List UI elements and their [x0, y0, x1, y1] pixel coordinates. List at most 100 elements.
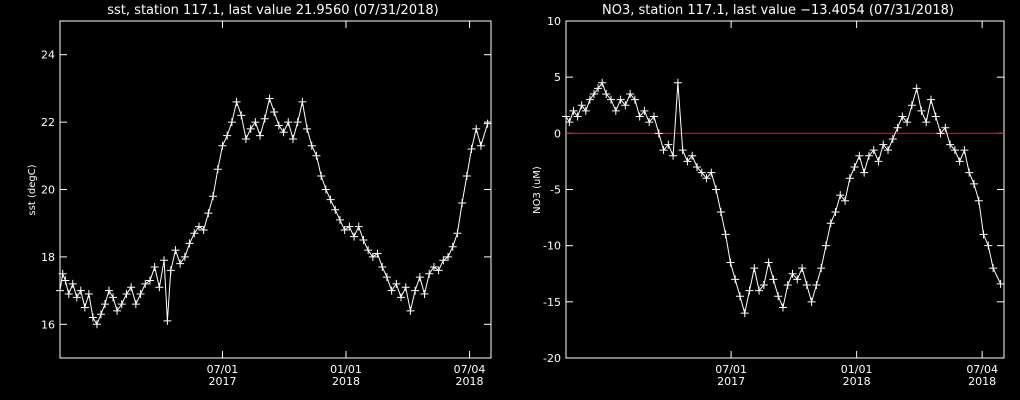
- no3-data-point-marker: [750, 264, 759, 273]
- no3-y-tick-label: 5: [554, 71, 561, 84]
- no3-data-point-marker: [598, 78, 607, 87]
- sst-data-point-marker: [72, 293, 81, 302]
- no3-data-point-marker: [941, 123, 950, 132]
- no3-data-point-marker: [845, 174, 854, 183]
- sst-data-point-marker: [185, 239, 194, 248]
- sst-data-point-marker: [232, 97, 241, 106]
- no3-data-point-marker: [879, 140, 888, 149]
- sst-data-point-marker: [100, 300, 109, 309]
- no3-data-point-marker: [764, 258, 773, 267]
- sst-x-tick-label: 07/01: [207, 363, 239, 376]
- no3-data-point-marker: [688, 151, 697, 160]
- sst-data-point-marker: [312, 151, 321, 160]
- sst-data-point-marker: [265, 94, 274, 103]
- sst-data-point-marker: [160, 256, 169, 265]
- no3-data-point-marker: [755, 286, 764, 295]
- no3-x-tick-year-label: 2018: [968, 375, 996, 388]
- no3-data-point-marker: [783, 280, 792, 289]
- sst-data-point-marker: [227, 118, 236, 127]
- no3-data-point-marker: [678, 146, 687, 155]
- sst-data-point-marker: [458, 198, 467, 207]
- no3-data-point-marker: [745, 286, 754, 295]
- no3-data-point-marker: [984, 241, 993, 250]
- sst-data-point-marker: [58, 269, 67, 278]
- sst-data-point-marker: [199, 225, 208, 234]
- no3-data-point-marker: [855, 151, 864, 160]
- sst-data-point-marker: [109, 293, 118, 302]
- no3-data-point-marker: [602, 90, 611, 99]
- sst-data-point-marker: [288, 134, 297, 143]
- no3-data-point-marker: [659, 146, 668, 155]
- no3-data-point-marker: [974, 196, 983, 205]
- sst-data-point-marker: [429, 263, 438, 272]
- sst-data-point-marker: [448, 242, 457, 251]
- no3-data-point-marker: [888, 134, 897, 143]
- sst-data-point-marker: [397, 293, 406, 302]
- no3-data-point-marker: [650, 112, 659, 121]
- sst-data-point-marker: [122, 289, 131, 298]
- sst-data-point-marker: [284, 118, 293, 127]
- no3-data-point-marker: [626, 90, 635, 99]
- sst-plot-area: [56, 94, 492, 329]
- no3-y-tick-label: -20: [543, 352, 561, 365]
- no3-data-point-marker: [611, 106, 620, 115]
- no3-x-tick-label: 07/04: [966, 363, 998, 376]
- sst-data-point-marker: [392, 279, 401, 288]
- no3-y-axis-label: NO3 (uM): [532, 166, 543, 214]
- sst-data-point-marker: [155, 283, 164, 292]
- no3-data-point-marker: [712, 185, 721, 194]
- sst-data-point-marker: [150, 263, 159, 272]
- sst-y-axis-label: sst (degC): [27, 164, 38, 215]
- sst-data-point-marker: [350, 232, 359, 241]
- sst-data-point-marker: [260, 114, 269, 123]
- sst-data-point-marker: [131, 300, 140, 309]
- no3-data-point-marker: [616, 95, 625, 104]
- no3-y-tick-label: -15: [543, 296, 561, 309]
- sst-data-point-marker: [213, 165, 222, 174]
- no3-data-point-marker: [903, 118, 912, 127]
- no3-data-point-marker: [860, 168, 869, 177]
- sst-y-tick-label: 24: [41, 49, 55, 62]
- no3-data-point-marker: [669, 151, 678, 160]
- no3-data-point-marker: [573, 112, 582, 121]
- sst-data-point-marker: [279, 128, 288, 137]
- no3-data-point-marker: [621, 101, 630, 110]
- sst-data-point-marker: [270, 107, 279, 116]
- sst-data-point-marker: [241, 134, 250, 143]
- sst-data-point-marker: [373, 249, 382, 258]
- no3-data-point-marker: [702, 174, 711, 183]
- sst-data-point-marker: [92, 320, 101, 329]
- no3-data-point-marker: [864, 151, 873, 160]
- sst-data-point-marker: [84, 289, 93, 298]
- sst-data-point-marker: [141, 279, 150, 288]
- no3-data-point-marker: [721, 230, 730, 239]
- sst-y-tick-label: 16: [41, 318, 55, 331]
- no3-data-point-marker: [645, 118, 654, 127]
- no3-data-point-marker: [979, 230, 988, 239]
- no3-data-point-marker: [821, 241, 830, 250]
- sst-data-point-marker: [68, 279, 77, 288]
- sst-data-point-marker: [251, 118, 260, 127]
- no3-y-tick-label: 0: [554, 127, 561, 140]
- sst-data-point-marker: [80, 303, 89, 312]
- no3-data-point-marker: [969, 179, 978, 188]
- sst-data-point-marker: [331, 205, 340, 214]
- sst-data-point-marker: [411, 286, 420, 295]
- no3-data-point-marker: [707, 168, 716, 177]
- sst-data-point-marker: [298, 97, 307, 106]
- no3-data-point-marker: [697, 168, 706, 177]
- no3-data-point-marker: [826, 219, 835, 228]
- no3-data-point-marker: [955, 157, 964, 166]
- no3-data-point-marker: [683, 157, 692, 166]
- no3-data-point-marker: [793, 275, 802, 284]
- sst-data-point-marker: [307, 141, 316, 150]
- sst-x-tick-label: 01/01: [330, 363, 362, 376]
- no3-y-tick-label: 10: [547, 15, 561, 28]
- sst-data-point-marker: [190, 229, 199, 238]
- sst-x-tick-year-label: 2018: [456, 375, 484, 388]
- sst-data-point-marker: [274, 121, 283, 130]
- sst-data-point-marker: [218, 141, 227, 150]
- no3-y-tick-label: -5: [550, 184, 561, 197]
- no3-data-point-marker: [936, 129, 945, 138]
